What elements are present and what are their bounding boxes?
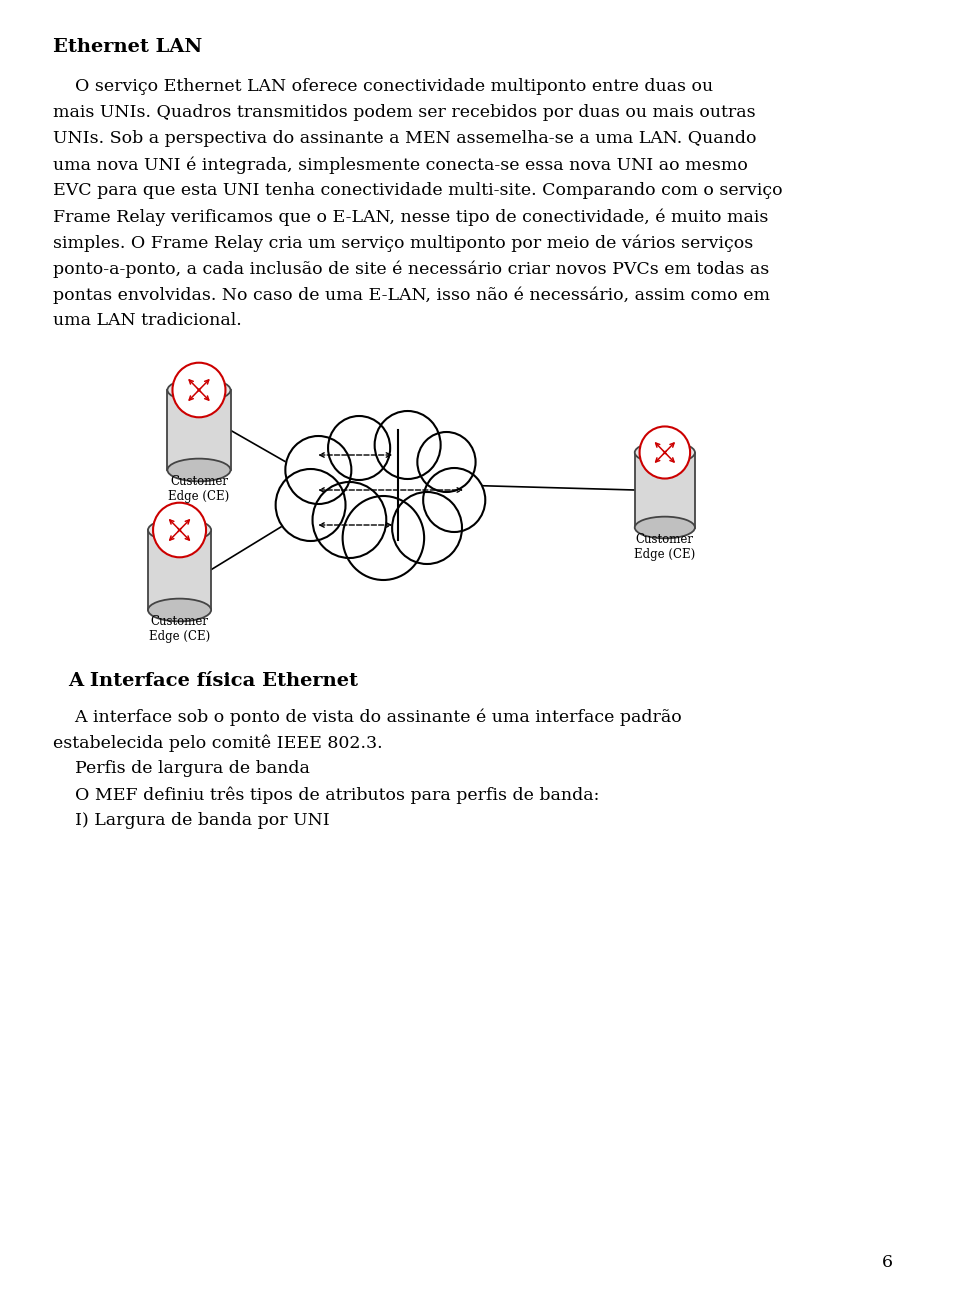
Bar <box>635 452 695 527</box>
Text: 6: 6 <box>882 1254 893 1270</box>
Text: EVC para que esta UNI tenha conectividade multi-site. Comparando com o serviço: EVC para que esta UNI tenha conectividad… <box>54 182 783 199</box>
Circle shape <box>418 433 475 492</box>
Circle shape <box>276 469 346 540</box>
Text: simples. O Frame Relay cria um serviço multiponto por meio de vários serviços: simples. O Frame Relay cria um serviço m… <box>54 234 754 252</box>
Text: A Interface física Ethernet: A Interface física Ethernet <box>68 672 358 690</box>
Ellipse shape <box>635 442 695 464</box>
Text: Frame Relay verificamos que o E-LAN, nesse tipo de conectividade, é muito mais: Frame Relay verificamos que o E-LAN, nes… <box>54 208 769 226</box>
Text: uma LAN tradicional.: uma LAN tradicional. <box>54 312 242 329</box>
Text: pontas envolvidas. No caso de uma E-LAN, isso não é necessário, assim como em: pontas envolvidas. No caso de uma E-LAN,… <box>54 286 770 304</box>
Text: O serviço Ethernet LAN oferece conectividade multiponto entre duas ou: O serviço Ethernet LAN oferece conectivi… <box>54 78 713 95</box>
Ellipse shape <box>148 599 211 621</box>
Text: Customer
Edge (CE): Customer Edge (CE) <box>635 533 695 560</box>
Text: I) Largura de banda por UNI: I) Largura de banda por UNI <box>54 812 330 829</box>
Text: uma nova UNI é integrada, simplesmente conecta-se essa nova UNI ao mesmo: uma nova UNI é integrada, simplesmente c… <box>54 156 748 174</box>
Circle shape <box>423 468 486 533</box>
Text: ponto-a-ponto, a cada inclusão de site é necessário criar novos PVCs em todas as: ponto-a-ponto, a cada inclusão de site é… <box>54 260 770 278</box>
Text: O MEF definiu três tipos de atributos para perfis de banda:: O MEF definiu três tipos de atributos pa… <box>54 786 600 804</box>
Circle shape <box>343 496 424 579</box>
Bar <box>148 530 211 611</box>
Circle shape <box>153 503 206 557</box>
Text: Customer
Edge (CE): Customer Edge (CE) <box>168 475 229 503</box>
Ellipse shape <box>167 459 230 482</box>
Circle shape <box>328 416 390 481</box>
Bar <box>167 390 230 470</box>
Text: mais UNIs. Quadros transmitidos podem ser recebidos por duas ou mais outras: mais UNIs. Quadros transmitidos podem se… <box>54 104 756 121</box>
Text: Perfis de largura de banda: Perfis de largura de banda <box>54 760 310 777</box>
Circle shape <box>639 426 690 478</box>
Text: Ethernet LAN: Ethernet LAN <box>54 38 203 56</box>
Circle shape <box>392 492 462 564</box>
Text: UNIs. Sob a perspectiva do assinante a MEN assemelha-se a uma LAN. Quando: UNIs. Sob a perspectiva do assinante a M… <box>54 130 756 147</box>
Text: estabelecida pelo comitê IEEE 802.3.: estabelecida pelo comitê IEEE 802.3. <box>54 734 383 752</box>
Text: Customer
Edge (CE): Customer Edge (CE) <box>149 614 210 643</box>
Circle shape <box>285 436 351 504</box>
Circle shape <box>313 482 386 559</box>
Circle shape <box>374 410 441 479</box>
Ellipse shape <box>167 378 230 401</box>
Ellipse shape <box>635 517 695 538</box>
Circle shape <box>173 362 226 417</box>
Ellipse shape <box>148 518 211 542</box>
Text: A interface sob o ponto de vista do assinante é uma interface padrão: A interface sob o ponto de vista do assi… <box>54 708 683 726</box>
